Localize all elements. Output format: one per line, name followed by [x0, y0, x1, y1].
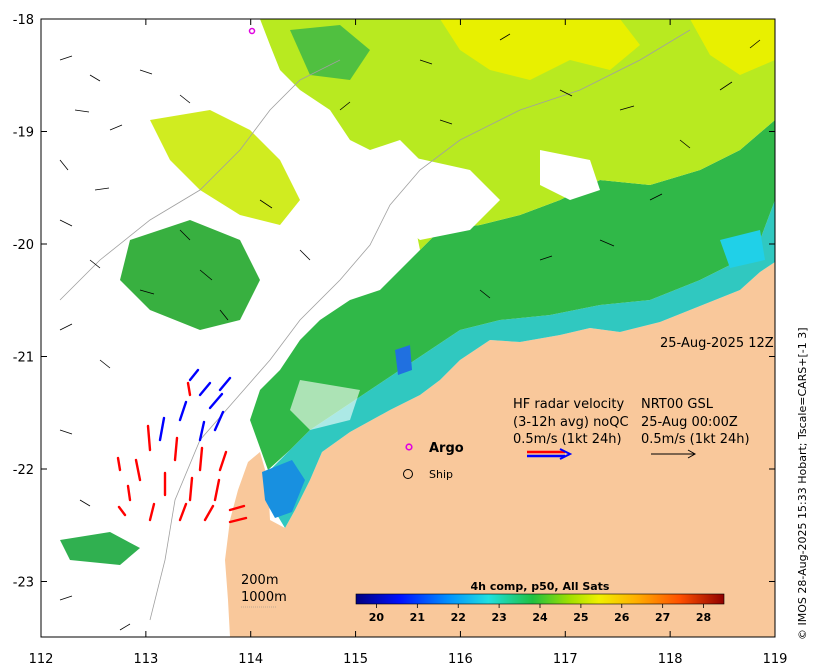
nrt-legend-scale: 0.5m/s (1kt 24h)	[641, 432, 750, 447]
lat-tick-label: -23	[13, 576, 34, 591]
model-current-arrows	[59, 33, 761, 631]
lat-tick-label: -20	[13, 238, 34, 253]
nrt-legend-time: 25-Aug 00:00Z	[641, 415, 738, 430]
hf-radar-vectors	[116, 368, 248, 524]
colorbar-tick-label: 21	[410, 611, 425, 624]
sst-green-patch-sw	[60, 532, 140, 565]
sst-blue-spot	[262, 460, 305, 518]
colorbar-tick-label: 27	[655, 611, 670, 624]
sst-warm-patch-2	[690, 19, 775, 75]
sst-green-patch-nw	[290, 25, 370, 80]
nrt-legend-title: NRT00 GSL	[641, 397, 714, 412]
colorbar-tick-label: 26	[614, 611, 630, 624]
argo-legend-marker	[405, 443, 413, 451]
sst-green-patch-west	[120, 220, 260, 330]
colorbar-tick-label: 28	[696, 611, 711, 624]
lon-tick-label: 113	[133, 652, 158, 667]
colorbar-title: 4h comp, p50, All Sats	[471, 580, 610, 593]
lon-tick-label: 115	[343, 652, 368, 667]
hf-legend-avg: (3-12h avg) noQC	[513, 415, 629, 430]
sst-warm-band	[260, 19, 775, 250]
colorbar-tick-label: 24	[532, 611, 548, 624]
hf-legend-scale: 0.5m/s (1kt 24h)	[513, 432, 622, 447]
lon-tick-label: 117	[553, 652, 578, 667]
nrt-legend-arrow	[651, 449, 697, 459]
land-mass	[225, 262, 775, 637]
cloud-gap	[360, 150, 500, 240]
sst-yellow-patch-west	[150, 110, 300, 225]
lat-tick-label: -18	[13, 13, 34, 28]
ship-legend-marker	[403, 469, 413, 479]
lon-tick-label: 119	[763, 652, 788, 667]
lon-tick-label: 118	[658, 652, 683, 667]
lon-tick-label: 116	[448, 652, 473, 667]
colorbar-tick-label: 22	[451, 611, 466, 624]
hf-legend-title: HF radar velocity	[513, 397, 625, 412]
plot-frame	[40, 18, 776, 638]
colorbar-ticks: 20 21 22 23 24 25 26 27 28	[369, 604, 711, 624]
map-credit: © IMOS 28-Aug-2025 15:33 Hobart; Tscale=…	[796, 327, 809, 640]
lon-tick-label: 112	[29, 652, 54, 667]
ship-legend-label: Ship	[429, 468, 453, 481]
colorbar-tick-label: 25	[573, 611, 588, 624]
colorbar-tick-label: 20	[369, 611, 385, 624]
contour-200m	[149, 29, 691, 621]
hf-legend-arrow	[527, 448, 573, 460]
depth-label-1000m: 1000m	[241, 590, 287, 605]
map-timestamp: 25-Aug-2025 12Z	[660, 336, 774, 351]
contour-1000m	[59, 59, 341, 301]
sst-mid-band	[250, 120, 775, 470]
colorbar	[355, 593, 725, 605]
lon-tick-label: 114	[238, 652, 263, 667]
sst-warm-patch	[440, 19, 640, 80]
sst-cyan-spot	[720, 230, 765, 268]
argo-float-marker	[248, 27, 256, 35]
lat-tick-label: -22	[13, 463, 34, 478]
sst-blue-spot-2	[395, 345, 412, 375]
cloud-gap-2	[540, 150, 600, 200]
cloud-gap-3	[290, 380, 360, 430]
lat-tick-label: -21	[13, 351, 34, 366]
colorbar-tick-label: 23	[491, 611, 506, 624]
longitude-axis: 112 113 114 115 116 117 118 119	[29, 19, 788, 667]
latitude-axis: -18 -19 -20 -21 -22 -23	[13, 13, 775, 591]
depth-label-200m: 200m	[241, 573, 278, 588]
argo-legend-label: Argo	[429, 441, 464, 456]
lat-tick-label: -19	[13, 126, 34, 141]
